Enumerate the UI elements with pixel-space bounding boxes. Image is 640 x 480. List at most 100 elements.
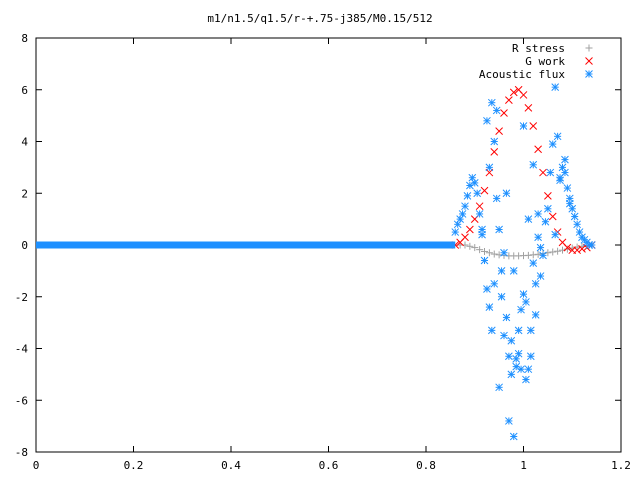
data-point bbox=[490, 250, 498, 258]
data-point bbox=[487, 98, 496, 107]
x-tick-label: 1.2 bbox=[611, 459, 631, 472]
data-point bbox=[509, 267, 518, 275]
data-point bbox=[509, 88, 518, 97]
data-point bbox=[549, 248, 557, 256]
data-point bbox=[490, 147, 499, 156]
data-point bbox=[502, 189, 511, 198]
data-point bbox=[563, 243, 572, 252]
data-point bbox=[458, 210, 467, 218]
data-point bbox=[524, 215, 533, 223]
data-point bbox=[475, 202, 484, 211]
data-point bbox=[495, 383, 503, 392]
data-point bbox=[556, 173, 564, 182]
data-point bbox=[470, 179, 479, 187]
series-0 bbox=[456, 241, 596, 260]
data-point bbox=[507, 336, 516, 345]
legend-marker bbox=[585, 70, 593, 78]
data-point bbox=[539, 168, 547, 177]
y-tick-label: -4 bbox=[15, 343, 29, 356]
data-point bbox=[490, 279, 499, 288]
data-point bbox=[522, 375, 530, 384]
data-point bbox=[481, 247, 488, 255]
data-point bbox=[565, 199, 574, 208]
data-point bbox=[570, 212, 579, 221]
data-point bbox=[573, 220, 581, 229]
legend-label: R stress bbox=[512, 42, 565, 55]
data-point bbox=[490, 137, 499, 146]
y-tick-label: -8 bbox=[15, 446, 28, 459]
data-point bbox=[492, 194, 501, 203]
y-tick-label: -6 bbox=[15, 394, 28, 407]
x-tick-label: 1 bbox=[520, 459, 527, 472]
data-point bbox=[497, 267, 506, 275]
data-point bbox=[519, 91, 528, 99]
x-tick-label: 0 bbox=[33, 459, 40, 472]
data-point bbox=[529, 160, 538, 169]
data-point bbox=[517, 305, 525, 314]
x-tick-label: 0.2 bbox=[124, 459, 144, 472]
data-point bbox=[524, 365, 533, 374]
legend-label: G work bbox=[525, 55, 565, 68]
series-1 bbox=[451, 85, 596, 255]
data-point bbox=[485, 303, 494, 311]
data-point bbox=[483, 285, 491, 293]
data-point bbox=[466, 242, 474, 250]
data-point bbox=[505, 96, 513, 104]
data-point bbox=[461, 202, 469, 211]
data-point bbox=[461, 233, 469, 242]
data-point bbox=[500, 109, 508, 117]
data-point bbox=[497, 292, 506, 301]
x-tick-label: 0.6 bbox=[319, 459, 339, 472]
axes: 0 0.2 0.4 0.6 0.8 1 1.2 -8 -6 -4 -2 0 2 4 6 8 bbox=[15, 32, 631, 472]
data-point bbox=[534, 210, 542, 218]
data-point bbox=[485, 163, 494, 172]
data-point bbox=[466, 225, 474, 234]
data-point bbox=[487, 326, 496, 335]
y-tick-label: 4 bbox=[21, 136, 28, 149]
data-point bbox=[531, 311, 540, 319]
data-point bbox=[475, 210, 484, 218]
legend-label: Acoustic flux bbox=[479, 68, 565, 81]
data-point bbox=[495, 127, 503, 136]
data-point bbox=[495, 225, 503, 234]
data-point bbox=[476, 246, 484, 254]
data-point bbox=[517, 365, 525, 374]
data-point bbox=[529, 122, 538, 130]
chart-title: m1/n1.5/q1.5/r-+.75-j385/M0.15/512 bbox=[207, 12, 432, 25]
data-point bbox=[505, 352, 513, 361]
data-point bbox=[548, 140, 557, 148]
data-point bbox=[587, 241, 596, 249]
data-point bbox=[529, 259, 538, 267]
data-point bbox=[534, 250, 542, 258]
data-point bbox=[548, 212, 557, 221]
data-point bbox=[536, 272, 545, 280]
y-tick-label: 0 bbox=[21, 239, 28, 252]
data-point bbox=[539, 251, 547, 260]
series-2 bbox=[36, 83, 596, 441]
data-point bbox=[500, 248, 508, 257]
data-point bbox=[512, 354, 521, 363]
data-point bbox=[500, 331, 508, 340]
data-point bbox=[507, 370, 516, 379]
data-point bbox=[480, 186, 489, 195]
data-point bbox=[471, 244, 479, 252]
data-point bbox=[505, 417, 513, 425]
data-point bbox=[478, 225, 486, 234]
y-tick-label: 2 bbox=[21, 187, 28, 200]
data-point bbox=[485, 249, 493, 257]
data-point bbox=[522, 298, 530, 306]
data-point bbox=[563, 184, 572, 192]
data-point bbox=[561, 155, 569, 164]
data-point bbox=[536, 243, 545, 252]
data-point bbox=[534, 145, 542, 154]
data-point bbox=[554, 247, 562, 255]
data-point bbox=[551, 83, 560, 92]
data-point bbox=[509, 432, 518, 441]
data-point bbox=[531, 279, 540, 288]
x-tick-label: 0.8 bbox=[416, 459, 436, 472]
data-point bbox=[578, 245, 586, 253]
data-point bbox=[544, 191, 552, 200]
y-tick-label: -2 bbox=[15, 291, 28, 304]
